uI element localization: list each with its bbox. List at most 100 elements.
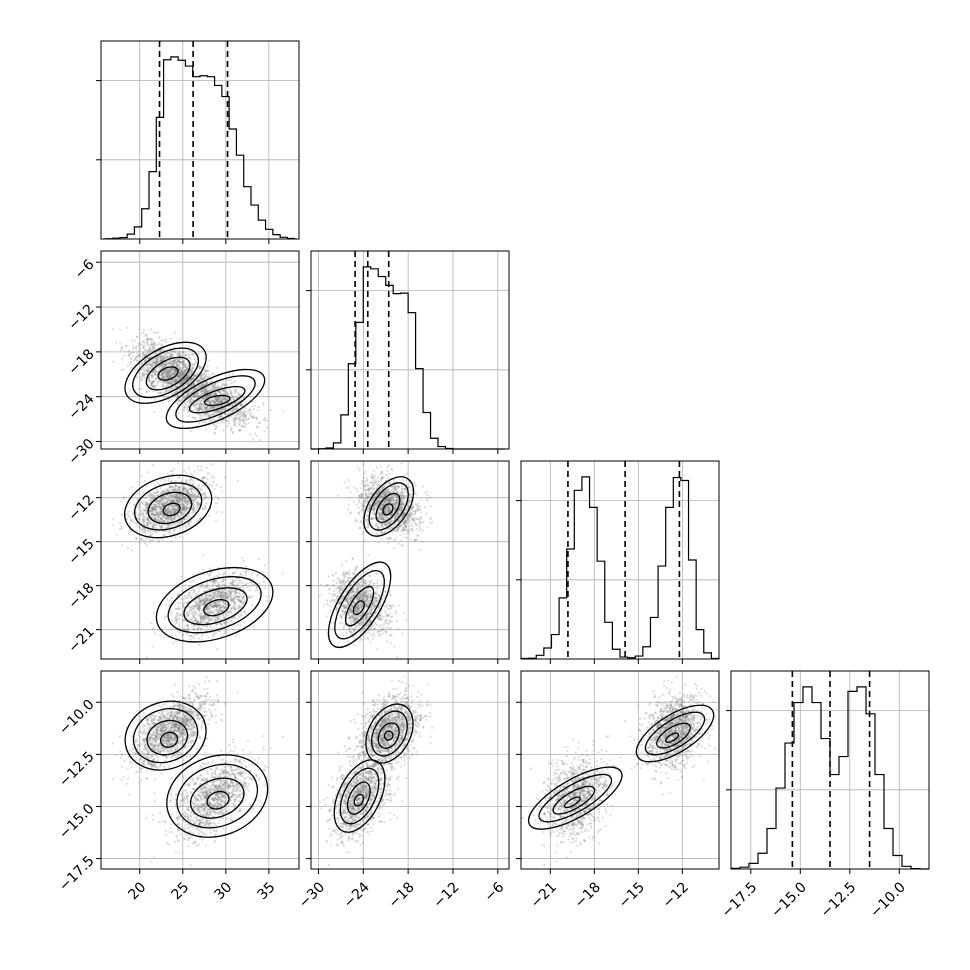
scatter-point xyxy=(171,355,174,358)
scatter-point xyxy=(167,400,170,403)
scatter-point xyxy=(191,495,194,498)
scatter-point xyxy=(127,349,131,352)
scatter-point xyxy=(167,376,170,379)
scatter-point xyxy=(162,357,165,360)
scatter-point xyxy=(181,370,184,373)
scatter-point xyxy=(153,370,157,373)
scatter-point xyxy=(151,343,154,346)
scatter-point xyxy=(231,584,234,587)
scatter-point xyxy=(216,585,219,588)
scatter-point xyxy=(154,377,157,380)
scatter-point xyxy=(153,373,157,376)
scatter-point xyxy=(154,362,158,365)
scatter-point xyxy=(130,548,134,552)
scatter-point xyxy=(178,388,182,392)
scatter-point xyxy=(162,504,165,508)
scatter-point xyxy=(198,409,201,412)
scatter-point xyxy=(139,353,142,356)
scatter-point xyxy=(163,515,166,518)
scatter-point xyxy=(186,367,189,370)
scatter-point xyxy=(203,601,206,604)
scatter-point xyxy=(188,380,191,383)
scatter-point xyxy=(218,401,221,404)
scatter-point xyxy=(179,372,183,375)
scatter-point xyxy=(157,361,160,364)
scatter-point xyxy=(118,328,122,331)
scatter-point xyxy=(145,390,149,394)
scatter-point xyxy=(229,404,232,407)
scatter-point xyxy=(223,383,226,386)
scatter-point xyxy=(206,595,209,598)
scatter-point xyxy=(174,515,177,518)
scatter-point xyxy=(181,380,184,383)
scatter-point xyxy=(186,382,190,386)
scatter-point xyxy=(178,516,181,520)
scatter-point xyxy=(142,374,145,377)
scatter-point xyxy=(220,408,223,411)
scatter-point xyxy=(157,493,160,497)
scatter-point xyxy=(203,599,206,602)
scatter-point xyxy=(169,381,172,385)
scatter-point xyxy=(130,357,133,360)
scatter-point xyxy=(151,361,154,365)
scatter-point xyxy=(224,412,227,415)
scatter-point xyxy=(154,368,157,371)
scatter-point xyxy=(226,594,229,597)
scatter-point xyxy=(147,350,151,353)
scatter-point xyxy=(214,401,217,404)
scatter-point xyxy=(240,404,243,407)
scatter-point xyxy=(208,390,211,393)
scatter-point xyxy=(246,582,249,585)
scatter-point xyxy=(233,597,236,600)
scatter-point xyxy=(183,406,186,409)
scatter-point xyxy=(196,380,200,383)
scatter-point xyxy=(150,340,153,343)
scatter-point xyxy=(233,416,236,420)
scatter-point xyxy=(156,356,159,360)
scatter-point xyxy=(214,393,217,396)
scatter-point xyxy=(192,404,195,408)
scatter-point xyxy=(199,600,202,604)
scatter-point xyxy=(216,484,219,487)
scatter-point xyxy=(166,370,170,373)
scatter-point xyxy=(153,368,156,371)
scatter-point xyxy=(216,502,219,505)
scatter-point xyxy=(214,385,217,389)
scatter-point xyxy=(227,589,230,593)
scatter-point xyxy=(224,603,227,606)
scatter-point xyxy=(173,509,176,513)
scatter-point xyxy=(162,358,165,361)
scatter-point xyxy=(212,605,215,608)
scatter-point xyxy=(160,373,163,376)
scatter-point xyxy=(216,569,219,572)
scatter-point xyxy=(153,517,156,520)
scatter-point xyxy=(166,372,169,375)
scatter-point xyxy=(163,375,167,378)
scatter-point xyxy=(181,360,185,363)
scatter-point xyxy=(121,527,124,530)
scatter-point xyxy=(180,370,183,373)
scatter-point xyxy=(169,375,172,378)
scatter-point xyxy=(151,645,154,648)
scatter-point xyxy=(169,376,172,379)
scatter-point xyxy=(167,382,170,385)
scatter-point xyxy=(198,367,201,370)
scatter-point xyxy=(205,593,208,596)
scatter-point xyxy=(179,373,182,376)
scatter-point xyxy=(240,418,244,422)
scatter-point xyxy=(168,523,171,526)
scatter-point xyxy=(187,492,191,495)
scatter-point xyxy=(190,372,193,376)
scatter-point xyxy=(189,368,192,371)
scatter-point xyxy=(169,374,172,377)
scatter-point xyxy=(215,615,218,618)
scatter-point xyxy=(224,412,227,415)
scatter-point xyxy=(243,610,246,614)
scatter-point xyxy=(212,605,215,608)
scatter-point xyxy=(168,486,172,489)
scatter-point xyxy=(227,407,230,410)
scatter-point xyxy=(227,416,230,419)
scatter-point xyxy=(159,374,162,377)
scatter-point xyxy=(200,390,203,393)
scatter-point xyxy=(249,596,252,599)
